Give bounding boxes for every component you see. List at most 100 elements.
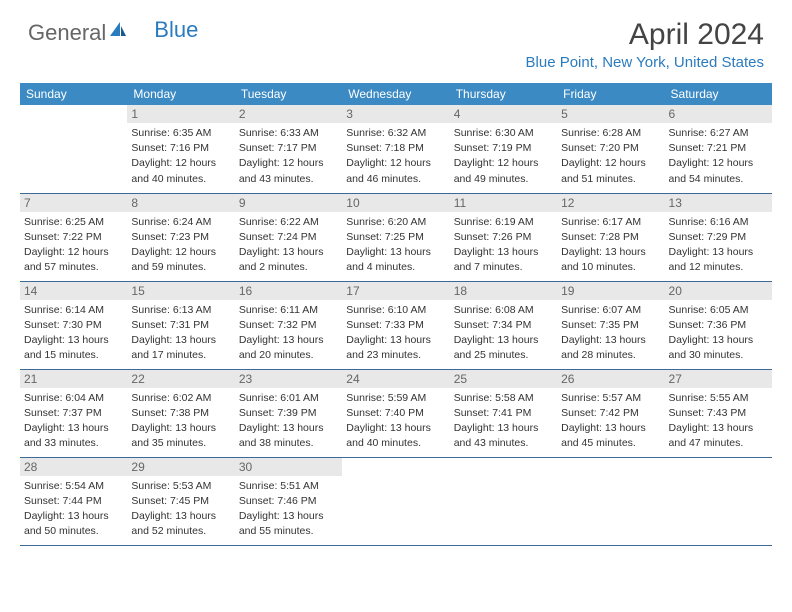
day-detail-line: Sunset: 7:29 PM — [669, 230, 768, 244]
day-details: Sunrise: 6:08 AMSunset: 7:34 PMDaylight:… — [454, 303, 553, 363]
day-detail-line: Sunrise: 6:35 AM — [131, 126, 230, 140]
day-detail-line: Sunset: 7:38 PM — [131, 406, 230, 420]
day-detail-line: Sunrise: 5:51 AM — [239, 479, 338, 493]
day-detail-line: Daylight: 13 hours — [669, 421, 768, 435]
day-detail-line: Sunrise: 6:13 AM — [131, 303, 230, 317]
day-details: Sunrise: 6:02 AMSunset: 7:38 PMDaylight:… — [131, 391, 230, 451]
day-detail-line: Sunrise: 6:22 AM — [239, 215, 338, 229]
calendar-day-cell: 14 Sunrise: 6:14 AMSunset: 7:30 PMDayligh… — [20, 281, 127, 369]
day-detail-line: Sunset: 7:42 PM — [561, 406, 660, 420]
day-details: Sunrise: 6:01 AMSunset: 7:39 PMDaylight:… — [239, 391, 338, 451]
day-details: Sunrise: 5:59 AMSunset: 7:40 PMDaylight:… — [346, 391, 445, 451]
calendar-day-cell: 10Sunrise: 6:20 AMSunset: 7:25 PMDayligh… — [342, 193, 449, 281]
day-detail-line: Daylight: 13 hours — [561, 333, 660, 347]
calendar-day-cell: 9Sunrise: 6:22 AMSunset: 7:24 PMDaylight… — [235, 193, 342, 281]
day-detail-line: and 7 minutes. — [454, 260, 553, 274]
calendar-day-cell: 1 Sunrise: 6:35 AMSunset: 7:16 PMDaylight… — [127, 105, 234, 193]
day-details: Sunrise: 6:13 AMSunset: 7:31 PMDaylight:… — [131, 303, 230, 363]
day-detail-line: Sunrise: 6:02 AM — [131, 391, 230, 405]
title-block: April 2024 Blue Point, New York, United … — [526, 18, 764, 71]
day-number: 3 — [342, 105, 449, 123]
day-details: Sunrise: 5:54 AMSunset: 7:44 PMDaylight:… — [24, 479, 123, 539]
day-detail-line: Daylight: 13 hours — [561, 245, 660, 259]
day-number: 20 — [665, 282, 772, 300]
day-detail-line: and 17 minutes. — [131, 348, 230, 362]
day-detail-line: Daylight: 13 hours — [131, 421, 230, 435]
header: General Blue April 2024 Blue Point, New … — [0, 0, 792, 79]
day-details: Sunrise: 6:24 AMSunset: 7:23 PMDaylight:… — [131, 215, 230, 275]
day-number: 28 — [20, 458, 127, 476]
calendar-empty-cell — [557, 457, 664, 545]
calendar-day-cell: 28 Sunrise: 5:54 AMSunset: 7:44 PMDayligh… — [20, 457, 127, 545]
day-number: 8 — [127, 194, 234, 212]
calendar-day-cell: 3 Sunrise: 6:32 AMSunset: 7:18 PMDaylight… — [342, 105, 449, 193]
day-number: 1 — [127, 105, 234, 123]
day-details: Sunrise: 6:14 AMSunset: 7:30 PMDaylight:… — [24, 303, 123, 363]
day-details: Sunrise: 6:11 AMSunset: 7:32 PMDaylight:… — [239, 303, 338, 363]
day-detail-line: Daylight: 13 hours — [24, 509, 123, 523]
day-detail-line: and 4 minutes. — [346, 260, 445, 274]
day-detail-line: Daylight: 13 hours — [669, 245, 768, 259]
logo-sail-icon — [108, 18, 128, 44]
day-detail-line: Sunset: 7:40 PM — [346, 406, 445, 420]
day-detail-line: and 15 minutes. — [24, 348, 123, 362]
day-detail-line: Daylight: 12 hours — [239, 156, 338, 170]
day-detail-line: and 28 minutes. — [561, 348, 660, 362]
logo: General Blue — [28, 18, 198, 48]
calendar-day-cell: 19Sunrise: 6:07 AMSunset: 7:35 PMDayligh… — [557, 281, 664, 369]
day-of-week-header: Friday — [557, 83, 664, 105]
day-detail-line: Sunset: 7:30 PM — [24, 318, 123, 332]
calendar-day-cell: 24Sunrise: 5:59 AMSunset: 7:40 PMDayligh… — [342, 369, 449, 457]
day-of-week-header: Saturday — [665, 83, 772, 105]
day-detail-line: Sunset: 7:33 PM — [346, 318, 445, 332]
day-detail-line: Daylight: 13 hours — [24, 333, 123, 347]
day-details: Sunrise: 6:32 AMSunset: 7:18 PMDaylight:… — [346, 126, 445, 186]
calendar-header-row: SundayMondayTuesdayWednesdayThursdayFrid… — [20, 83, 772, 105]
day-details: Sunrise: 5:55 AMSunset: 7:43 PMDaylight:… — [669, 391, 768, 451]
day-number: 29 — [127, 458, 234, 476]
calendar-day-cell: 2Sunrise: 6:33 AMSunset: 7:17 PMDaylight… — [235, 105, 342, 193]
calendar-week-row: 1 Sunrise: 6:35 AMSunset: 7:16 PMDaylight… — [20, 105, 772, 193]
calendar-week-row: 14Sunrise: 6:14 AMSunset: 7:30 PMDayligh… — [20, 281, 772, 369]
calendar-day-cell: 16Sunrise: 6:11 AMSunset: 7:32 PMDayligh… — [235, 281, 342, 369]
day-detail-line: Daylight: 13 hours — [24, 421, 123, 435]
day-details: Sunrise: 5:57 AMSunset: 7:42 PMDaylight:… — [561, 391, 660, 451]
calendar-empty-cell — [20, 105, 127, 193]
day-detail-line: Daylight: 13 hours — [239, 333, 338, 347]
day-details: Sunrise: 5:58 AMSunset: 7:41 PMDaylight:… — [454, 391, 553, 451]
day-detail-line: and 50 minutes. — [24, 524, 123, 538]
day-detail-line: Daylight: 12 hours — [131, 245, 230, 259]
day-details: Sunrise: 6:33 AMSunset: 7:17 PMDaylight:… — [239, 126, 338, 186]
day-detail-line: Sunrise: 5:55 AM — [669, 391, 768, 405]
day-number: 14 — [20, 282, 127, 300]
calendar-day-cell: 5Sunrise: 6:28 AMSunset: 7:20 PMDaylight… — [557, 105, 664, 193]
day-detail-line: Sunset: 7:45 PM — [131, 494, 230, 508]
day-detail-line: Sunrise: 5:57 AM — [561, 391, 660, 405]
calendar-day-cell: 7Sunrise: 6:25 AMSunset: 7:22 PMDaylight… — [20, 193, 127, 281]
day-detail-line: Sunrise: 6:30 AM — [454, 126, 553, 140]
day-detail-line: Sunrise: 6:24 AM — [131, 215, 230, 229]
day-details: Sunrise: 6:05 AMSunset: 7:36 PMDaylight:… — [669, 303, 768, 363]
calendar-empty-cell — [342, 457, 449, 545]
day-detail-line: and 33 minutes. — [24, 436, 123, 450]
day-number: 22 — [127, 370, 234, 388]
day-number: 23 — [235, 370, 342, 388]
day-detail-line: Sunset: 7:24 PM — [239, 230, 338, 244]
day-detail-line: Sunset: 7:43 PM — [669, 406, 768, 420]
day-detail-line: Sunset: 7:37 PM — [24, 406, 123, 420]
day-detail-line: Daylight: 12 hours — [561, 156, 660, 170]
calendar-day-cell: 11Sunrise: 6:19 AMSunset: 7:26 PMDayligh… — [450, 193, 557, 281]
day-details: Sunrise: 6:35 AMSunset: 7:16 PMDaylight:… — [131, 126, 230, 186]
day-detail-line: Sunset: 7:17 PM — [239, 141, 338, 155]
day-detail-line: Sunset: 7:26 PM — [454, 230, 553, 244]
calendar-day-cell: 13Sunrise: 6:16 AMSunset: 7:29 PMDayligh… — [665, 193, 772, 281]
day-detail-line: Daylight: 13 hours — [239, 509, 338, 523]
logo-text-blue: Blue — [154, 17, 198, 43]
day-detail-line: Sunrise: 5:54 AM — [24, 479, 123, 493]
day-detail-line: Daylight: 13 hours — [454, 245, 553, 259]
calendar-day-cell: 29Sunrise: 5:53 AMSunset: 7:45 PMDayligh… — [127, 457, 234, 545]
day-detail-line: Sunset: 7:28 PM — [561, 230, 660, 244]
day-detail-line: Sunrise: 6:14 AM — [24, 303, 123, 317]
day-detail-line: Sunrise: 6:08 AM — [454, 303, 553, 317]
day-details: Sunrise: 6:10 AMSunset: 7:33 PMDaylight:… — [346, 303, 445, 363]
